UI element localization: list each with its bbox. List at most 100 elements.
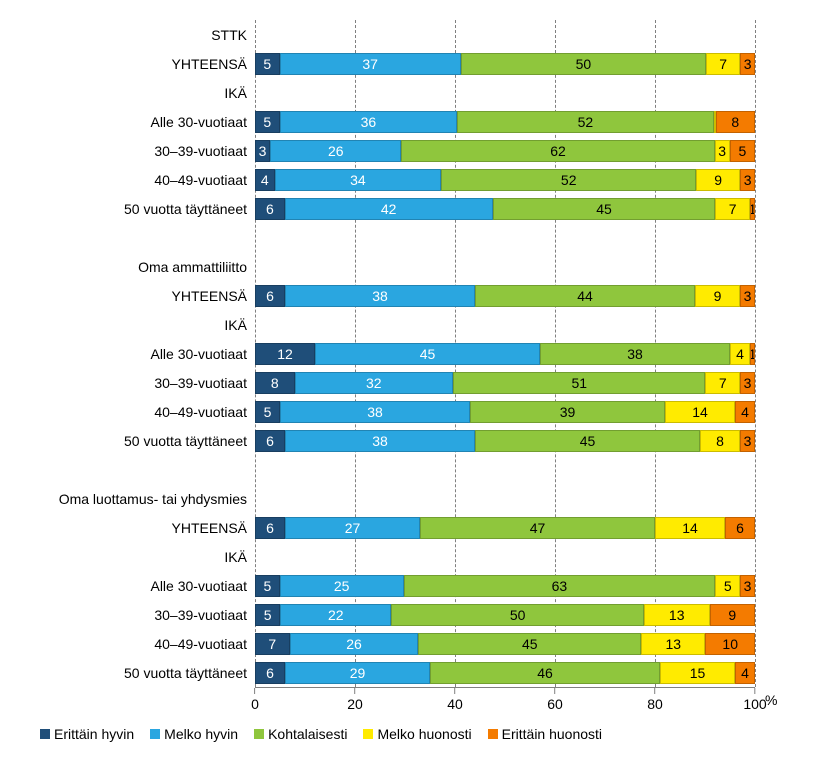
segment-value: 3 <box>718 143 726 159</box>
segment-value: 4 <box>261 172 269 188</box>
bar-segment-s2: 36 <box>280 111 458 133</box>
bar-segment-s1: 5 <box>255 53 280 75</box>
segment-value: 29 <box>350 665 366 681</box>
bar-segment-s2: 22 <box>280 604 391 626</box>
row-label: YHTEENSÄ <box>17 520 255 536</box>
bar-segment-s4: 7 <box>705 372 740 394</box>
section-header-label: Oma ammattiliitto <box>17 259 255 275</box>
bar-segment-s5: 3 <box>740 53 755 75</box>
bar-segment-s4: 7 <box>715 198 750 220</box>
bar-segment-s4: 7 <box>706 53 740 75</box>
segment-value: 44 <box>577 288 593 304</box>
bar-segment-s5: 3 <box>740 575 755 597</box>
axis-tick: 80 <box>647 688 663 712</box>
bar-segment-s2: 27 <box>285 517 420 539</box>
data-row: 30–39-vuotiaat8325173 <box>255 368 755 397</box>
bar-segment-s1: 5 <box>255 111 280 133</box>
segment-value: 14 <box>692 404 708 420</box>
bar-segment-s5: 1 <box>750 198 755 220</box>
bar-segment-s4: 13 <box>641 633 705 655</box>
segment-value: 3 <box>744 288 752 304</box>
bar-segment-s4: 3 <box>715 140 730 162</box>
segment-value: 5 <box>263 56 271 72</box>
header-row: IKÄ <box>255 542 755 571</box>
bar-segment-s5: 5 <box>730 140 755 162</box>
tick-mark <box>354 688 355 694</box>
tick-label: 0 <box>251 696 259 712</box>
segment-value: 9 <box>728 607 736 623</box>
row-label: 50 vuotta täyttäneet <box>17 665 255 681</box>
bar-segment-s3: 63 <box>404 575 716 597</box>
tick-mark <box>454 688 455 694</box>
segment-value: 52 <box>561 172 577 188</box>
legend-swatch <box>40 729 50 739</box>
segment-value: 45 <box>596 201 612 217</box>
bar-segment-s3: 38 <box>540 343 730 365</box>
section-header-label: Oma luottamus- tai yhdysmies <box>17 491 255 507</box>
segment-value: 5 <box>263 578 271 594</box>
section-header-label: IKÄ <box>17 549 255 565</box>
bar-segment-s3: 47 <box>420 517 655 539</box>
segment-value: 6 <box>736 520 744 536</box>
bar: 4345293 <box>255 169 755 191</box>
segment-value: 32 <box>366 375 382 391</box>
header-row: Oma ammattiliitto <box>255 252 755 281</box>
bar-segment-s1: 6 <box>255 662 285 684</box>
segment-value: 45 <box>420 346 436 362</box>
bar-segment-s3: 50 <box>461 53 706 75</box>
row-label: 40–49-vuotiaat <box>17 172 255 188</box>
bar: 6 42 45 71 <box>255 198 755 220</box>
bar-segment-s5: 4 <box>735 662 755 684</box>
segment-value: 4 <box>736 346 744 362</box>
bar: 62946154 <box>255 662 755 684</box>
data-row: 50 vuotta täyttäneet6424571 <box>255 194 755 223</box>
segment-value: 5 <box>724 578 732 594</box>
segment-value: 7 <box>268 636 276 652</box>
bar: 6384583 <box>255 430 755 452</box>
tick-mark <box>254 688 255 694</box>
bar-segment-s2: 42 <box>285 198 493 220</box>
data-row: Alle 30-vuotiaat12453841 <box>255 339 755 368</box>
legend-label: Kohtalaisesti <box>268 726 347 742</box>
tick-label: 20 <box>347 696 363 712</box>
section-header-label: STTK <box>17 27 255 43</box>
data-row: 40–49-vuotiaat53839144 <box>255 397 755 426</box>
bar-segment-s1: 7 <box>255 633 290 655</box>
legend-label: Melko huonosti <box>377 726 471 742</box>
segment-value: 10 <box>722 636 738 652</box>
bar-segment-s2: 37 <box>280 53 461 75</box>
row-label: 40–49-vuotiaat <box>17 636 255 652</box>
segment-value: 27 <box>345 520 361 536</box>
segment-value: 26 <box>346 636 362 652</box>
segment-value: 62 <box>550 143 566 159</box>
legend: Erittäin hyvinMelko hyvinKohtalaisestiMe… <box>40 726 795 742</box>
bar-segment-s1: 6 <box>255 198 285 220</box>
segment-value: 25 <box>334 578 350 594</box>
segment-value: 6 <box>266 288 274 304</box>
bar: 53839144 <box>255 401 755 423</box>
bar-segment-s1: 8 <box>255 372 295 394</box>
segment-value: 13 <box>669 607 685 623</box>
segment-value: 22 <box>328 607 344 623</box>
bar-segment-s5: 4 <box>735 401 755 423</box>
bar-segment-s2: 25 <box>280 575 404 597</box>
row-label: 30–39-vuotiaat <box>17 143 255 159</box>
section-header-label: IKÄ <box>17 85 255 101</box>
segment-value: 8 <box>271 375 279 391</box>
segment-value: 6 <box>266 201 274 217</box>
segment-value: 52 <box>578 114 594 130</box>
bar: 5256353 <box>255 575 755 597</box>
bar-segment-s5: 8 <box>716 111 755 133</box>
tick-label: 80 <box>647 696 663 712</box>
spacer-row <box>255 223 755 252</box>
axis-tick: 100 <box>743 688 766 712</box>
data-row: 40–49-vuotiaat4345293 <box>255 165 755 194</box>
bar-segment-s1: 6 <box>255 430 285 452</box>
bar-segment-s1: 3 <box>255 140 270 162</box>
row-label: 40–49-vuotiaat <box>17 404 255 420</box>
bar-segment-s1: 6 <box>255 517 285 539</box>
segment-value: 6 <box>266 665 274 681</box>
bar-segment-s4: 9 <box>695 285 740 307</box>
segment-value: 5 <box>263 114 271 130</box>
data-row: YHTEENSÄ5375073 <box>255 49 755 78</box>
